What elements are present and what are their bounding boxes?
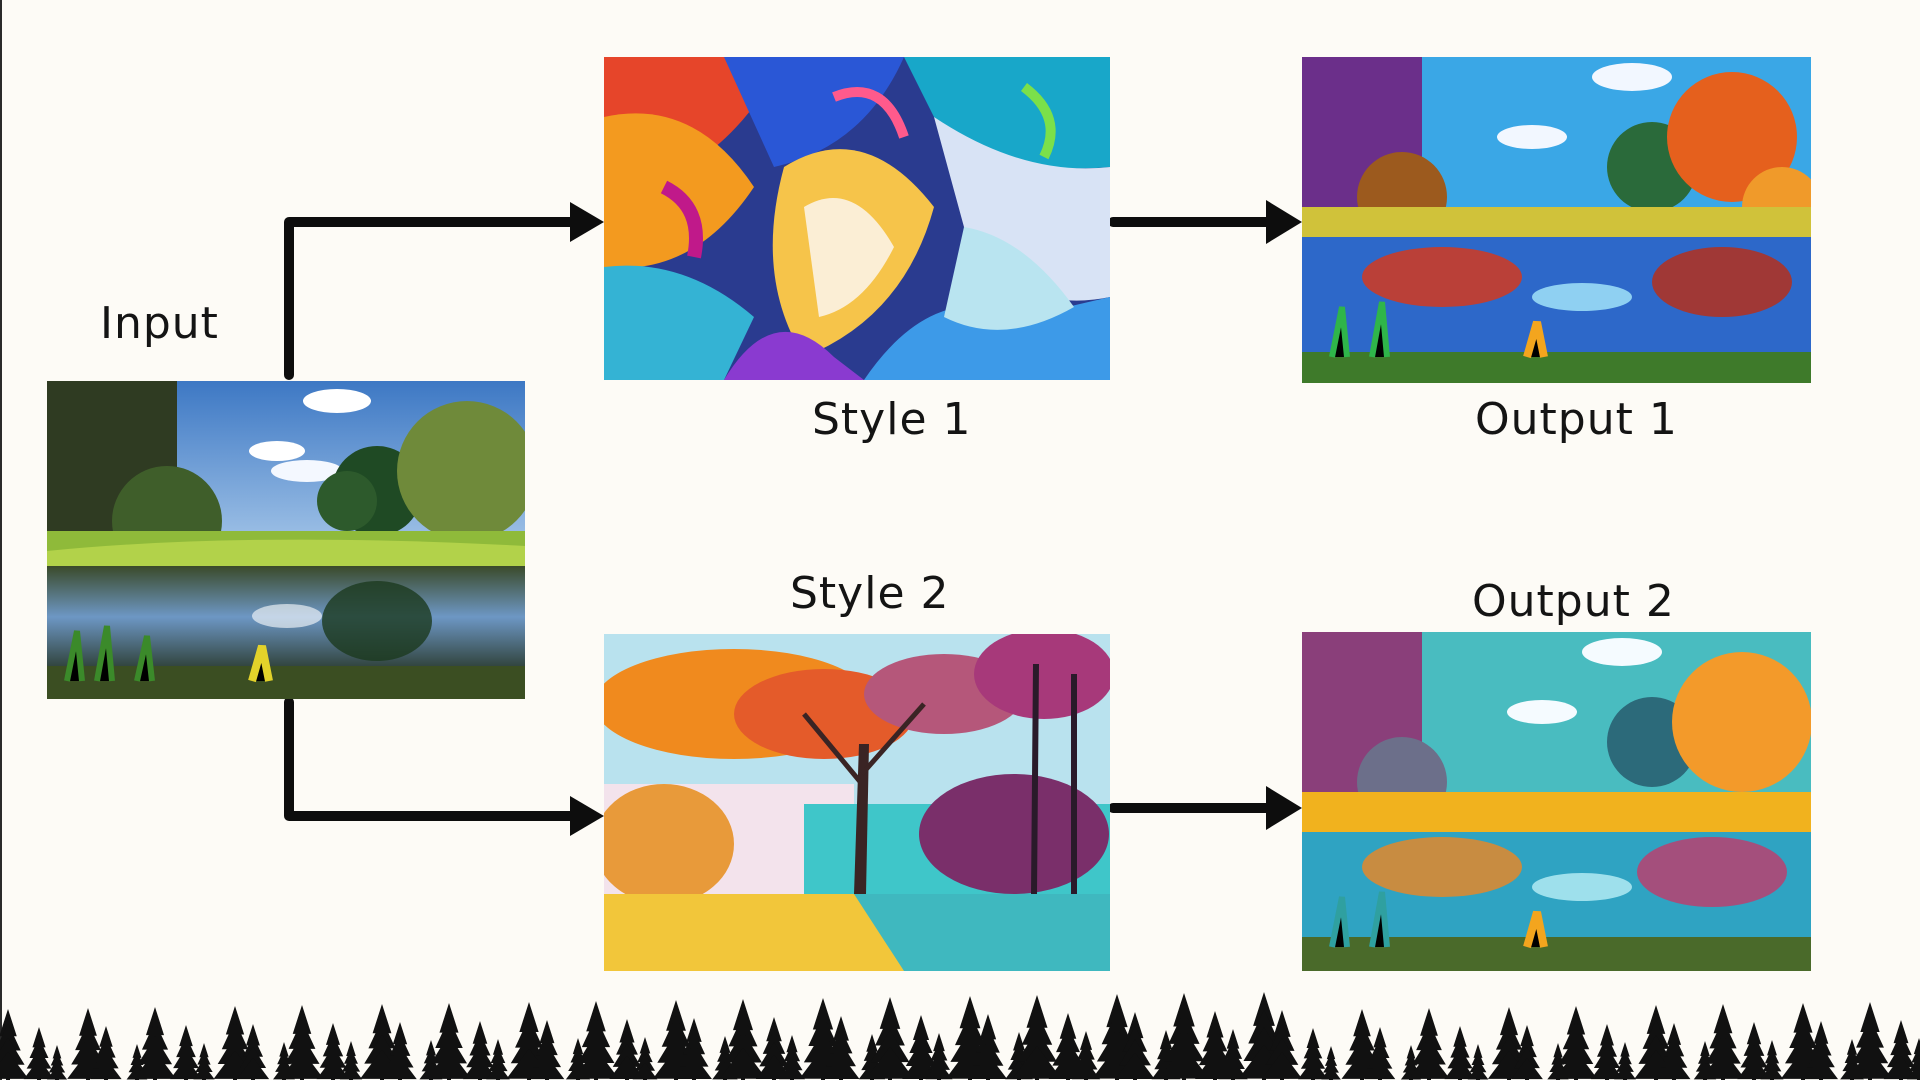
arrowhead-style2: [570, 796, 604, 836]
pine-tree-icon: [1883, 1020, 1919, 1080]
style2-label: Style 2: [790, 568, 950, 619]
pine-tree-icon: [1444, 1026, 1476, 1080]
pine-tree-icon: [236, 1024, 270, 1080]
pine-tree-icon: [23, 1027, 55, 1080]
pine-tree-icon: [1261, 1010, 1303, 1080]
arrow-input-to-style2: [284, 697, 580, 821]
pine-tree-icon: [676, 1018, 712, 1080]
arrowhead-style1: [570, 202, 604, 242]
pine-tree-icon: [755, 1017, 793, 1080]
pine-tree-icon: [316, 1023, 350, 1080]
pine-tree-icon: [1364, 1027, 1396, 1080]
pine-tree-icon: [426, 1003, 472, 1080]
pine-tree-icon: [339, 1041, 363, 1080]
style2-image: [604, 634, 1110, 971]
pine-tree-icon: [1071, 1031, 1101, 1080]
pine-tree-icon: [632, 1037, 658, 1080]
pine-tree-icon: [719, 999, 767, 1080]
pine-tree-icon: [1554, 1006, 1598, 1080]
pine-tree-icon: [1847, 1002, 1893, 1080]
pine-tree-icon: [1737, 1022, 1771, 1080]
pine-tree-icon: [462, 1021, 498, 1080]
pine-tree-icon: [133, 1007, 177, 1080]
pine-tree-icon: [1657, 1023, 1691, 1080]
pine-tree-icon: [1467, 1044, 1489, 1080]
style1-label: Style 1: [812, 394, 972, 445]
pine-tree-icon: [1321, 1046, 1341, 1080]
pine-tree-icon: [529, 1020, 565, 1080]
pine-tree-icon: [486, 1039, 510, 1080]
pine-tree-icon: [1803, 1021, 1839, 1080]
pine-tree-icon: [1158, 993, 1210, 1080]
pine-tree-icon: [822, 1016, 860, 1080]
pine-tree-icon: [609, 1019, 645, 1080]
pine-tree-icon: [866, 997, 914, 1080]
pine-tree-border: [0, 992, 1920, 1080]
arrowhead-output2: [1266, 786, 1302, 830]
pine-tree-icon: [280, 1005, 324, 1080]
pine-tree-icon: [1590, 1024, 1624, 1080]
pine-tree-icon: [1760, 1040, 1784, 1080]
style1-image: [604, 57, 1110, 380]
output2-image: [1302, 632, 1811, 971]
pine-tree-icon: [1906, 1038, 1920, 1080]
pine-tree-icon: [1408, 1008, 1450, 1080]
pine-tree-icon: [1012, 995, 1062, 1080]
pine-tree-icon: [213, 1006, 257, 1080]
pine-tree-icon: [1511, 1025, 1543, 1080]
pine-tree-icon: [573, 1001, 619, 1080]
pine-tree-icon: [46, 1045, 68, 1080]
pine-tree-icon: [968, 1014, 1008, 1080]
pine-tree-icon: [779, 1035, 805, 1080]
pine-tree-icon: [170, 1025, 202, 1080]
pine-tree-icon: [1614, 1042, 1636, 1080]
pine-tree-icon: [1297, 1028, 1329, 1080]
input-label: Input: [100, 298, 219, 349]
pine-tree-icon: [1701, 1004, 1745, 1080]
pine-tree-icon: [383, 1022, 417, 1080]
pine-tree-icon: [90, 1026, 122, 1080]
pine-tree-icon: [925, 1033, 953, 1080]
output1-label: Output 1: [1475, 394, 1678, 445]
pine-tree-icon: [1218, 1029, 1248, 1080]
arrow-input-to-style1: [284, 217, 580, 380]
left-border: [0, 0, 2, 1080]
pine-tree-icon: [1115, 1012, 1155, 1080]
input-image: [47, 381, 525, 699]
output2-label: Output 2: [1472, 576, 1675, 627]
pine-tree-icon: [0, 1009, 29, 1080]
arrowhead-output1: [1266, 200, 1302, 244]
output1-image: [1302, 57, 1811, 383]
pine-tree-icon: [193, 1043, 215, 1080]
